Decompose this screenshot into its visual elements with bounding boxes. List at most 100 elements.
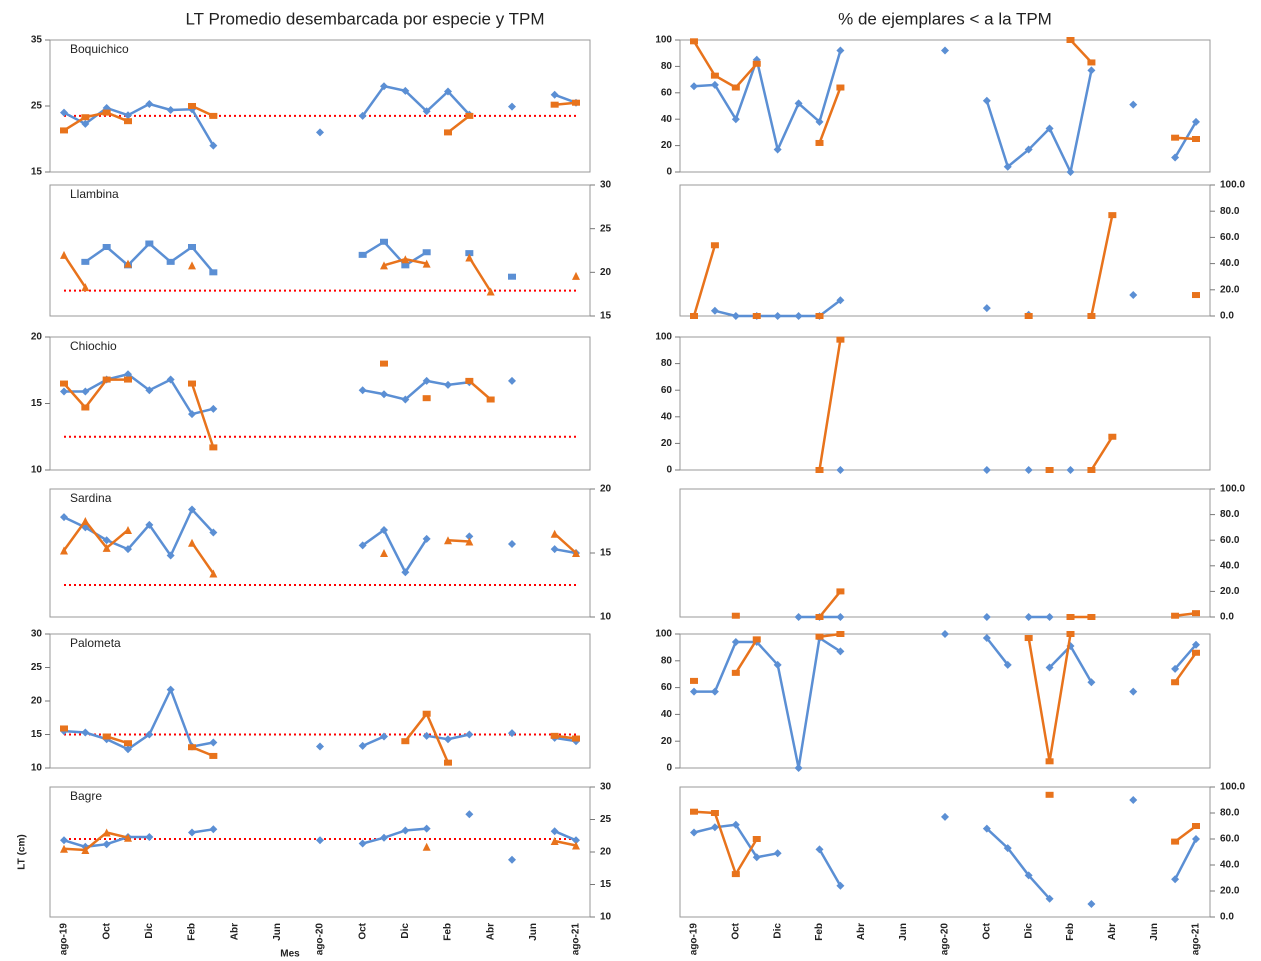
marker xyxy=(982,96,991,105)
marker xyxy=(836,466,845,474)
plot-frame xyxy=(49,336,591,471)
marker xyxy=(794,312,803,320)
y-tick-label: 0 xyxy=(666,465,672,476)
marker xyxy=(209,825,218,834)
marker xyxy=(60,250,68,259)
y-tick-label: 40.0 xyxy=(1220,560,1240,571)
marker xyxy=(815,845,824,854)
marker xyxy=(508,102,516,111)
marker xyxy=(550,836,559,845)
marker xyxy=(731,84,740,91)
marker xyxy=(422,376,431,385)
x-tick-label: Abr xyxy=(229,923,240,940)
y-tick-label: 15 xyxy=(600,548,612,559)
marker xyxy=(550,827,559,836)
plot-frame xyxy=(679,39,1211,173)
marker xyxy=(982,613,991,621)
marker xyxy=(486,287,495,296)
marker xyxy=(465,537,474,546)
marker xyxy=(1087,614,1096,620)
marker xyxy=(710,72,719,79)
marker xyxy=(422,824,431,833)
marker xyxy=(444,536,452,545)
series-line xyxy=(63,831,577,852)
series-line xyxy=(62,518,577,575)
marker xyxy=(1192,835,1200,843)
y-tick-label: 80 xyxy=(661,358,673,369)
marker xyxy=(941,46,949,55)
marker xyxy=(752,853,761,862)
marker xyxy=(572,549,580,557)
x-tick-label: Dic xyxy=(144,923,155,939)
marker xyxy=(731,612,740,619)
series-line xyxy=(63,507,577,575)
marker xyxy=(401,86,410,95)
marker xyxy=(422,259,431,268)
marker xyxy=(815,467,824,473)
marker xyxy=(465,112,474,119)
marker xyxy=(81,258,90,265)
marker xyxy=(166,258,175,265)
y-axis-label: LT (cm) xyxy=(17,834,28,869)
marker xyxy=(124,545,132,554)
marker xyxy=(209,752,218,759)
marker xyxy=(752,836,761,842)
y-tick-label: 25 xyxy=(31,662,43,673)
series-line xyxy=(734,632,1198,762)
marker xyxy=(145,240,154,247)
series-line xyxy=(694,635,1197,769)
marker xyxy=(124,525,132,534)
x-tick-label: Oct xyxy=(357,922,368,939)
y-tick-label: 0 xyxy=(666,167,672,178)
marker xyxy=(401,262,410,269)
marker xyxy=(1045,758,1054,765)
x-tick-label: Abr xyxy=(1107,923,1118,940)
x-tick-label: Dic xyxy=(400,923,411,939)
marker xyxy=(209,269,218,276)
marker xyxy=(690,808,698,815)
marker xyxy=(1087,66,1096,75)
column-heading: LT Promedio desembarcada por especie y T… xyxy=(185,9,544,28)
x-axis-label: Mes xyxy=(280,949,300,960)
marker xyxy=(358,251,367,258)
marker xyxy=(188,103,196,109)
marker xyxy=(380,360,388,367)
x-tick-label: Feb xyxy=(1065,923,1076,941)
marker xyxy=(1024,613,1033,621)
marker xyxy=(1087,467,1096,473)
marker xyxy=(572,271,580,280)
marker xyxy=(188,744,196,751)
marker xyxy=(773,312,782,320)
marker xyxy=(124,118,132,125)
marker xyxy=(1171,612,1180,619)
x-tick-label: ago-19 xyxy=(689,923,700,956)
x-tick-label: Jun xyxy=(272,923,283,941)
marker xyxy=(1045,791,1054,798)
series-line xyxy=(693,823,1198,900)
marker xyxy=(380,732,388,741)
marker xyxy=(401,395,410,404)
x-tick-label: Oct xyxy=(981,922,992,939)
y-tick-label: 10 xyxy=(31,763,43,774)
y-tick-label: 15 xyxy=(31,398,43,409)
marker xyxy=(1129,100,1138,109)
marker xyxy=(316,128,324,137)
marker xyxy=(794,99,803,108)
marker xyxy=(209,444,218,451)
marker xyxy=(166,551,175,560)
y-tick-label: 0.0 xyxy=(1220,311,1234,322)
y-tick-label: 100.0 xyxy=(1220,782,1245,793)
marker xyxy=(188,505,196,514)
y-tick-label: 0 xyxy=(666,763,672,774)
marker xyxy=(145,730,154,739)
marker xyxy=(1192,823,1200,829)
marker xyxy=(815,633,824,640)
series-line xyxy=(693,50,1198,176)
marker xyxy=(166,375,175,384)
marker xyxy=(710,687,719,696)
marker xyxy=(710,810,719,816)
marker xyxy=(508,855,516,864)
marker xyxy=(1171,664,1180,673)
marker xyxy=(81,517,90,525)
